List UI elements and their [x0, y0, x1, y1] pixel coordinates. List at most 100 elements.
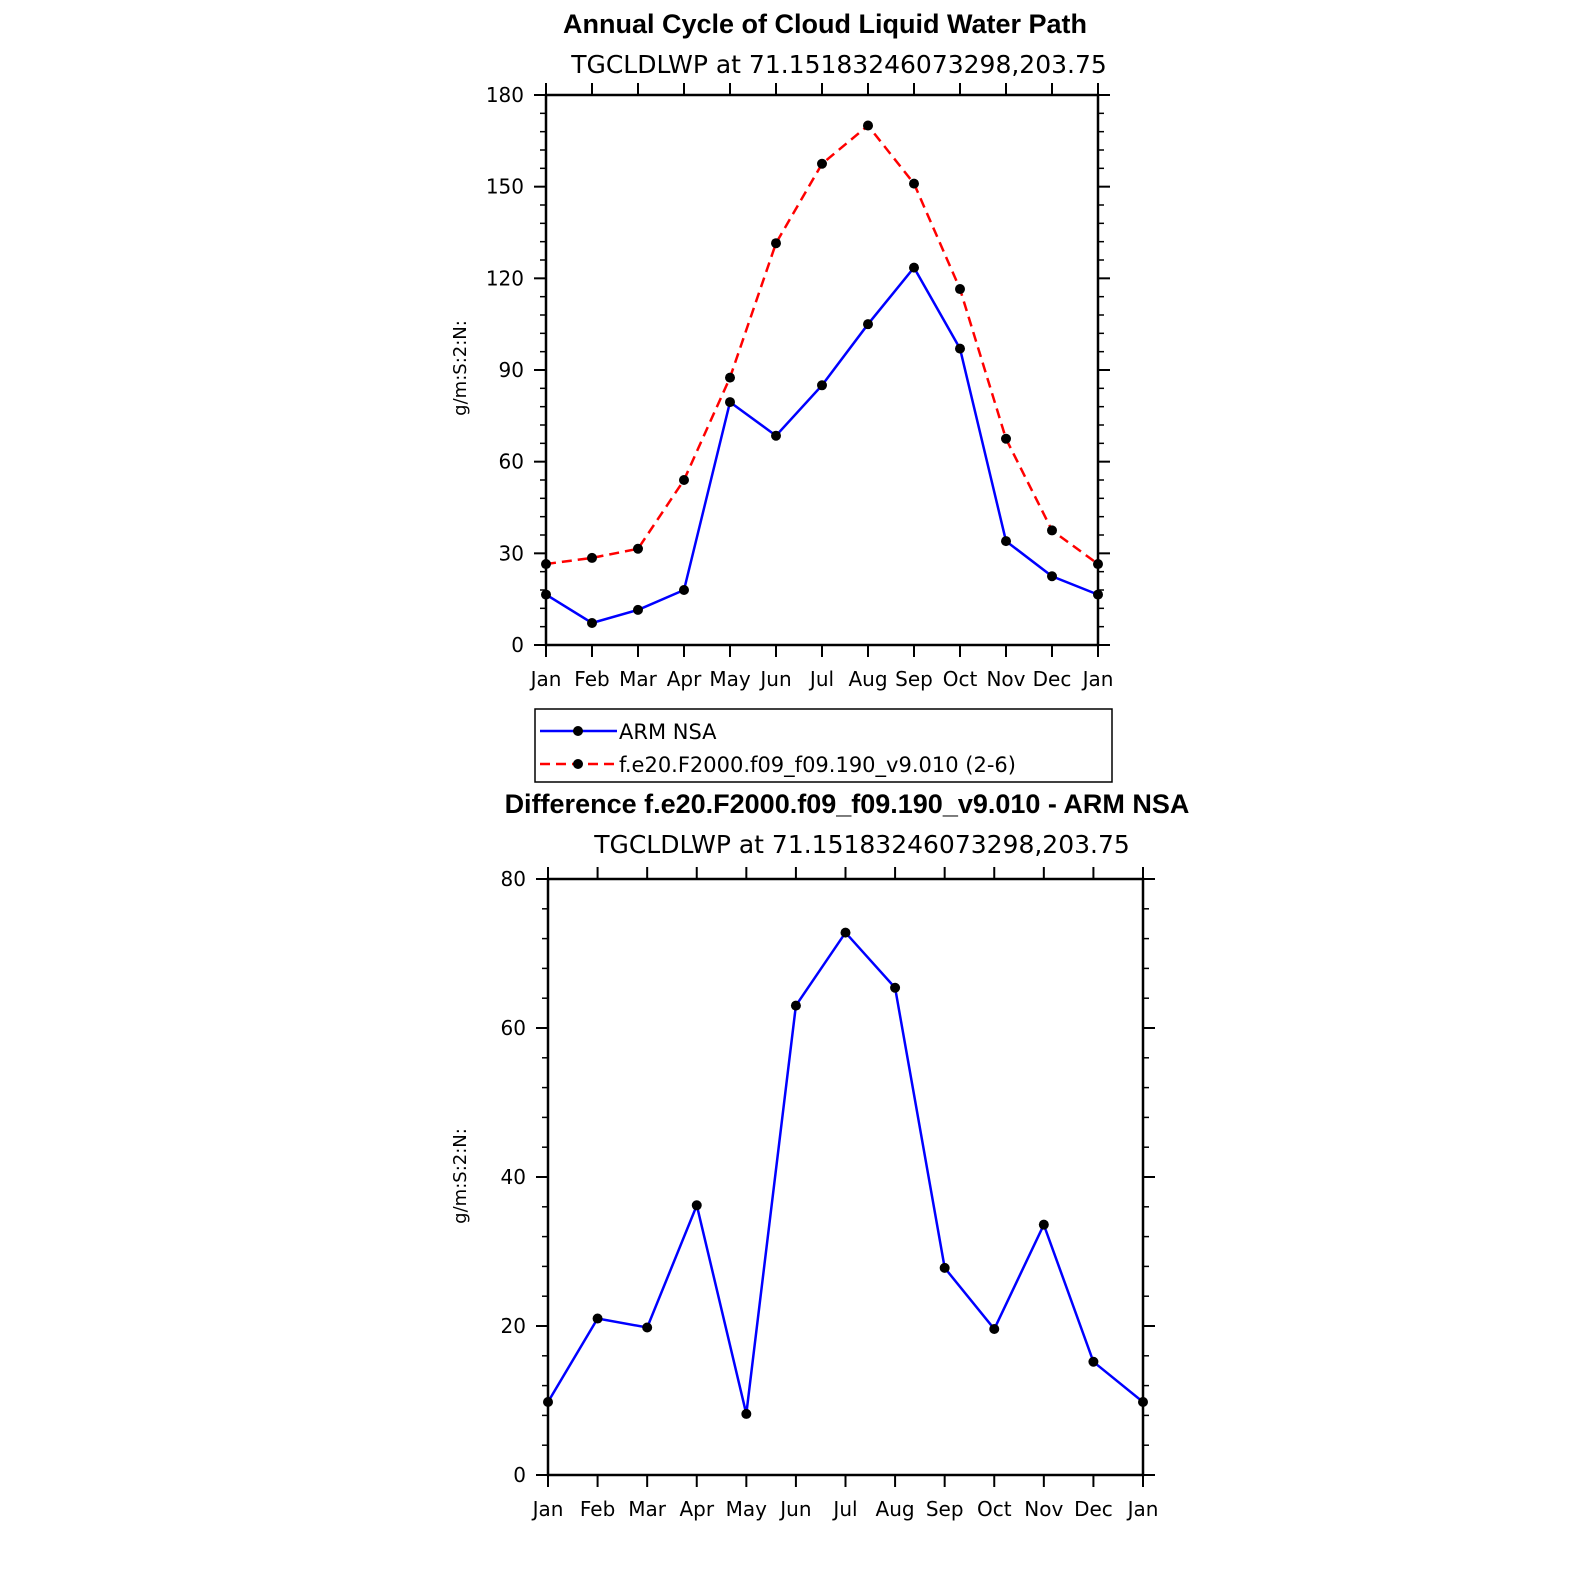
chart2-xtick-label: Apr: [679, 1497, 714, 1521]
chart2-series-0-point: [691, 1200, 702, 1211]
legend-box: [534, 708, 1113, 783]
chart1-xtick-label: Jul: [808, 667, 834, 691]
chart2-series-0-point: [989, 1323, 1000, 1334]
chart1-xtick-label: Mar: [619, 667, 658, 691]
chart1-series-1-point: [817, 158, 827, 169]
chart1-series-0-point: [863, 319, 873, 330]
chart2-series-line-0: [546, 930, 1144, 1415]
chart2-xtick-label: Feb: [580, 1497, 615, 1521]
chart1-ylabel: g/m:S:2:N:: [450, 320, 471, 416]
legend-label-arm: ARM NSA: [619, 720, 717, 744]
chart1-ytick-label: 30: [499, 541, 524, 565]
chart1-series-0-point: [633, 604, 643, 615]
chart1-xtick-label: Dec: [1033, 667, 1072, 691]
chart2-series-0-point: [890, 982, 901, 993]
chart2-xtick-label: Oct: [977, 1497, 1012, 1521]
chart2-xtick-label: May: [726, 1497, 768, 1521]
chart1-series-0-point: [725, 397, 735, 408]
chart2-series-0-point: [790, 1000, 801, 1011]
chart1-series-line-1: [545, 123, 1099, 566]
chart1-legend: ARM NSA f.e20.F2000.f09_f09.190_v9.010 (…: [534, 708, 1113, 783]
chart2-ytick-label: 60: [501, 1016, 526, 1040]
legend-label-model: f.e20.F2000.f09_f09.190_v9.010 (2-6): [619, 753, 1016, 778]
chart2-series-0-point: [642, 1322, 653, 1333]
chart2-series-0-point: [1038, 1219, 1049, 1230]
chart1-series-1-point: [955, 284, 965, 295]
chart1-series-0-point: [955, 343, 965, 354]
chart2-axes: 0 20 40 60 80 Jan Feb Mar Apr May Jun Jul Aug Sep Oct N…: [501, 867, 1159, 1521]
chart1-series-1-point: [541, 559, 551, 570]
chart2-title: Difference f.e20.F2000.f09_f09.190_v9.01…: [505, 789, 1190, 819]
chart1-ytick-label: 60: [499, 450, 524, 474]
chart1-series-0-point: [587, 618, 597, 628]
chart1-series-0-point: [1001, 536, 1011, 547]
chart2-series-0-point: [1088, 1356, 1099, 1367]
chart1-xtick-label: Aug: [848, 667, 887, 691]
chart1-ytick-label: 180: [486, 83, 524, 107]
chart1-ytick-label: 120: [486, 266, 524, 290]
chart1-ytick-label: 150: [486, 175, 524, 199]
chart2-series-0-point: [840, 927, 851, 938]
chart1-series-0-point: [1047, 571, 1057, 582]
chart1-xtick-label: Feb: [574, 667, 609, 691]
chart2-xtick-label: Jun: [778, 1497, 811, 1521]
chart2-xtick-label: Sep: [926, 1497, 964, 1521]
legend-marker-model: [573, 759, 583, 769]
annual-cycle-chart: Annual Cycle of Cloud Liquid Water Path …: [450, 9, 1114, 783]
chart1-series-1-point: [771, 238, 781, 249]
chart1-ytick-label: 0: [511, 633, 524, 657]
chart2-ytick-label: 80: [501, 867, 526, 891]
legend-marker-arm: [573, 726, 583, 736]
chart1-series-0-point: [909, 262, 919, 273]
chart1-series-1-point: [1001, 433, 1011, 444]
chart1-ytick-label: 90: [499, 358, 524, 382]
chart1-series-1-point: [909, 178, 919, 189]
chart1-plot-frame: [544, 93, 1100, 647]
chart1-series-0-point: [541, 589, 551, 600]
chart2-xtick-label: Dec: [1074, 1497, 1113, 1521]
chart2-ytick-label: 0: [513, 1463, 526, 1487]
chart2-xtick-label: Jan: [1126, 1497, 1159, 1521]
chart1-xtick-label: Jan: [1081, 667, 1114, 691]
chart1-series-1-point: [1047, 525, 1057, 536]
chart1-xtick-label: Jun: [758, 667, 791, 691]
chart2-ytick-label: 20: [501, 1314, 526, 1338]
chart1-series: [541, 120, 1103, 628]
chart1-xtick-label: Apr: [667, 667, 702, 691]
chart1-xtick-label: May: [709, 667, 751, 691]
chart1-series-0-point: [817, 380, 827, 391]
chart1-axes: 0 30 60 90 120 150 180 Jan Feb Mar Apr May Jun Jul Aug…: [486, 83, 1114, 691]
chart2-plot-frame: [546, 877, 1145, 1477]
chart2-subtitle: TGCLDLWP at 71.15183246073298,203.75: [593, 830, 1130, 859]
chart2-series-0-point: [741, 1408, 752, 1419]
chart1-series-1-point: [633, 543, 643, 554]
chart1-xtick-label: Oct: [943, 667, 978, 691]
difference-chart: Difference f.e20.F2000.f09_f09.190_v9.01…: [450, 789, 1189, 1521]
chart1-xtick-label: Nov: [986, 667, 1025, 691]
chart2-series-0-point: [1138, 1396, 1148, 1407]
chart1-series-1-point: [863, 120, 873, 131]
chart1-series-1-point: [1093, 559, 1103, 570]
chart1-series-1-point: [587, 552, 597, 563]
chart2-series-0-point: [939, 1262, 950, 1273]
chart2-xtick-label: Mar: [628, 1497, 667, 1521]
chart1-series-line-0: [545, 265, 1099, 625]
chart2-series: [543, 927, 1148, 1419]
chart2-ylabel: g/m:S:2:N:: [450, 1128, 471, 1224]
chart2-xtick-label: Aug: [876, 1497, 915, 1521]
chart1-series-0-point: [771, 430, 781, 441]
chart1-series-0-point: [1093, 589, 1103, 600]
chart2-xtick-label: Jul: [831, 1497, 857, 1521]
chart1-series-0-point: [679, 585, 689, 595]
chart2-series-0-point: [543, 1396, 553, 1407]
chart1-series-1-point: [725, 372, 735, 383]
chart1-title: Annual Cycle of Cloud Liquid Water Path: [563, 9, 1087, 39]
chart2-ytick-label: 40: [501, 1165, 526, 1189]
chart2-xtick-label: Jan: [531, 1497, 564, 1521]
chart2-xtick-label: Nov: [1024, 1497, 1063, 1521]
chart1-subtitle: TGCLDLWP at 71.15183246073298,203.75: [570, 50, 1107, 79]
chart1-xtick-label: Jan: [529, 667, 562, 691]
chart2-series-0-point: [592, 1313, 603, 1324]
chart1-xtick-label: Sep: [895, 667, 933, 691]
